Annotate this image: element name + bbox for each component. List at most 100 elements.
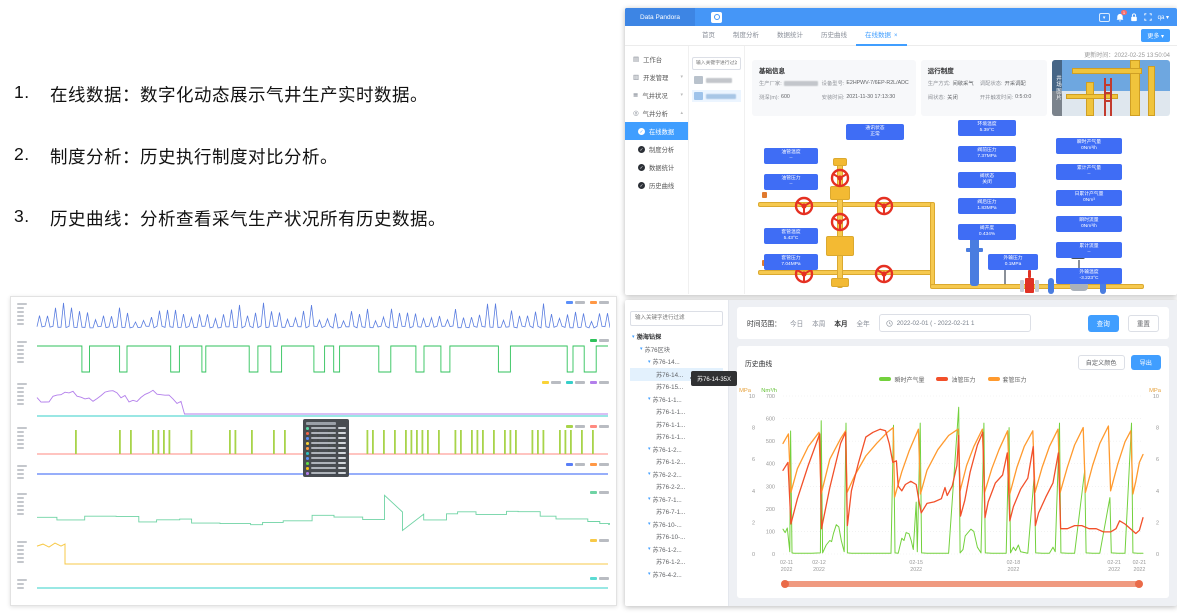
caret-icon[interactable]: ▾	[648, 546, 651, 553]
thumb-track-7[interactable]	[15, 538, 612, 576]
caret-icon[interactable]: ▾	[648, 358, 651, 365]
svg-text:MPa: MPa	[739, 388, 752, 394]
caret-icon[interactable]: ▾	[648, 471, 651, 478]
info-field: 安装时间: 2021-11-30 17:13:30	[821, 94, 896, 101]
sidebar-item-开发管理[interactable]: ▥ 开发管理 ▾	[633, 74, 683, 82]
tab-制度分析[interactable]: 制度分析	[733, 31, 759, 39]
tree-node-苏76-4-2[interactable]: ▾ 苏76-4-2...	[648, 571, 682, 579]
range-slider[interactable]	[781, 580, 1143, 588]
tree-node-苏76-1-2[interactable]: 苏76-1-2...	[656, 459, 686, 467]
track-legend[interactable]	[590, 491, 609, 494]
tree-node-苏76-2-2[interactable]: 苏76-2-2...	[656, 484, 686, 492]
svg-text:300: 300	[766, 484, 775, 490]
time-option-本周[interactable]: 本周	[812, 321, 826, 328]
thumb-track-2[interactable]	[15, 338, 612, 380]
custom-color-button[interactable]: 自定义颜色	[1077, 355, 1125, 370]
well-filter-input[interactable]	[692, 57, 741, 70]
fullscreen-icon[interactable]	[1143, 13, 1152, 21]
tree-node-苏76-7-1[interactable]: ▾ 苏76-7-1...	[648, 496, 682, 504]
thumb-track-3[interactable]	[15, 380, 612, 424]
tree-node-苏76-14[interactable]: ▾ 苏76-14...	[648, 358, 680, 367]
workbench-icon: ▤	[633, 56, 640, 63]
tree-node-苏76-1-1[interactable]: 苏76-1-1...	[656, 434, 686, 442]
sidebar-item-数据统计[interactable]: ✓ 数据统计	[638, 163, 675, 172]
sidebar-item-在线数据[interactable]: ✓ 在线数据	[625, 122, 688, 140]
track-legend[interactable]	[590, 539, 609, 542]
legend-套管压力[interactable]: 套管压力	[987, 375, 1027, 384]
svg-text:2022: 2022	[1134, 567, 1146, 573]
track-axis-labels	[17, 493, 27, 516]
tree-node-苏76-1-2[interactable]: ▾ 苏76-1-2...	[648, 446, 682, 454]
svg-text:Nm³/h: Nm³/h	[761, 388, 777, 394]
track-legend[interactable]	[542, 381, 609, 384]
caret-icon[interactable]: ▾	[648, 446, 651, 453]
tree-node-苏76-7-1[interactable]: 苏76-7-1...	[656, 509, 686, 517]
chart-title: 历史曲线	[745, 360, 773, 368]
tab-首页[interactable]: 首页	[702, 31, 715, 39]
caret-icon[interactable]: ▾	[632, 333, 635, 340]
time-option-全年[interactable]: 全年	[856, 321, 870, 328]
sidebar-item-气井状况[interactable]: ≣ 气井状况 ▾	[633, 92, 683, 100]
slider-handle-left[interactable]	[781, 580, 789, 588]
tree-search-input[interactable]	[630, 310, 723, 326]
caret-icon[interactable]: ▾	[648, 521, 651, 528]
thumb-track-1[interactable]	[15, 300, 612, 338]
track-legend[interactable]	[590, 577, 609, 580]
svg-text:2022: 2022	[1108, 567, 1120, 573]
tree-node-苏76-1-1[interactable]: 苏76-1-1...	[656, 409, 686, 417]
track-legend[interactable]	[590, 339, 609, 342]
tree-node-苏76-15[interactable]: 苏76-15...	[656, 384, 684, 392]
caret-icon[interactable]: ▾	[648, 571, 651, 578]
well-item-selected[interactable]	[692, 90, 741, 102]
caret-icon[interactable]: ▾	[640, 346, 643, 353]
caret-icon[interactable]: ▾	[648, 496, 651, 503]
tab-历史曲线[interactable]: 历史曲线	[821, 31, 847, 39]
bell-icon[interactable]: 1	[1116, 9, 1127, 22]
track-legend[interactable]	[566, 425, 609, 428]
tree-node-苏76-1-2[interactable]: 苏76-1-2...	[656, 559, 686, 567]
query-button[interactable]: 查询	[1087, 314, 1119, 332]
tab-数据统计[interactable]: 数据统计	[777, 31, 803, 39]
scada-value-valve_pre: 阀前压力 7.37MPa	[958, 146, 1016, 162]
tree-node-苏76-10-[interactable]: 苏76-10-...	[656, 534, 686, 542]
svg-text:02-21: 02-21	[1107, 560, 1121, 566]
export-button[interactable]: 导出	[1130, 355, 1161, 370]
tree-node-苏76区块[interactable]: ▾ 苏76区块	[640, 346, 670, 354]
sidebar-item-历史曲线[interactable]: ✓ 历史曲线	[638, 181, 675, 190]
track-axis-labels	[17, 465, 27, 479]
track-legend[interactable]	[566, 301, 609, 304]
tree-node-渤海钻探[interactable]: ▾ 渤海钻探	[632, 333, 662, 342]
time-option-本月[interactable]: 本月	[834, 321, 848, 328]
legend-油管压力[interactable]: 油管压力	[936, 375, 976, 384]
tree-node-苏76-1-1[interactable]: ▾ 苏76-1-1...	[648, 396, 682, 404]
tree-node-苏76-1-1[interactable]: 苏76-1-1...	[656, 421, 686, 429]
chart-tooltip	[303, 419, 349, 477]
tab-在线数据[interactable]: 在线数据 ×	[856, 26, 907, 46]
card-title: 运行制度	[927, 68, 954, 75]
sidebar-item-制度分析[interactable]: ✓ 制度分析	[638, 145, 675, 154]
track-legend[interactable]	[566, 463, 609, 466]
well-item[interactable]	[692, 74, 741, 86]
date-range-input[interactable]: 2022-02-01 ( - 2022-02-21 1	[878, 314, 1031, 332]
tree-node-苏76-2-2[interactable]: ▾ 苏76-2-2...	[648, 471, 682, 479]
dropdown-icon[interactable]: ▾	[1098, 12, 1110, 22]
tree-node-苏76-10-[interactable]: ▾ 苏76-10-...	[648, 521, 682, 529]
user-menu[interactable]: qa ▾	[1157, 14, 1169, 21]
time-option-今日[interactable]: 今日	[789, 321, 804, 328]
svg-text:4: 4	[752, 489, 755, 495]
slider-handle-right[interactable]	[1135, 580, 1143, 588]
caret-icon[interactable]: ▾	[648, 396, 651, 403]
legend-瞬时产气量[interactable]: 瞬时产气量	[879, 375, 924, 384]
more-button[interactable]: 更多 ▾	[1141, 29, 1170, 42]
valve-handwheel-icon	[830, 168, 850, 188]
well-name-redacted	[706, 77, 732, 83]
sidebar-item-工作台[interactable]: ▤ 工作台	[633, 56, 663, 64]
wellsite-photo: 井场图片	[1052, 60, 1170, 116]
reset-button[interactable]: 重置	[1127, 314, 1159, 332]
tree-node-苏76-1-2[interactable]: ▾ 苏76-1-2...	[648, 546, 682, 554]
lock-icon[interactable]	[1130, 12, 1138, 22]
thumb-track-8[interactable]	[15, 576, 612, 598]
svg-text:02-15: 02-15	[909, 560, 923, 566]
thumb-track-6[interactable]	[15, 490, 612, 538]
sidebar-item-气井分析[interactable]: ◎ 气井分析 ▴	[633, 110, 683, 118]
